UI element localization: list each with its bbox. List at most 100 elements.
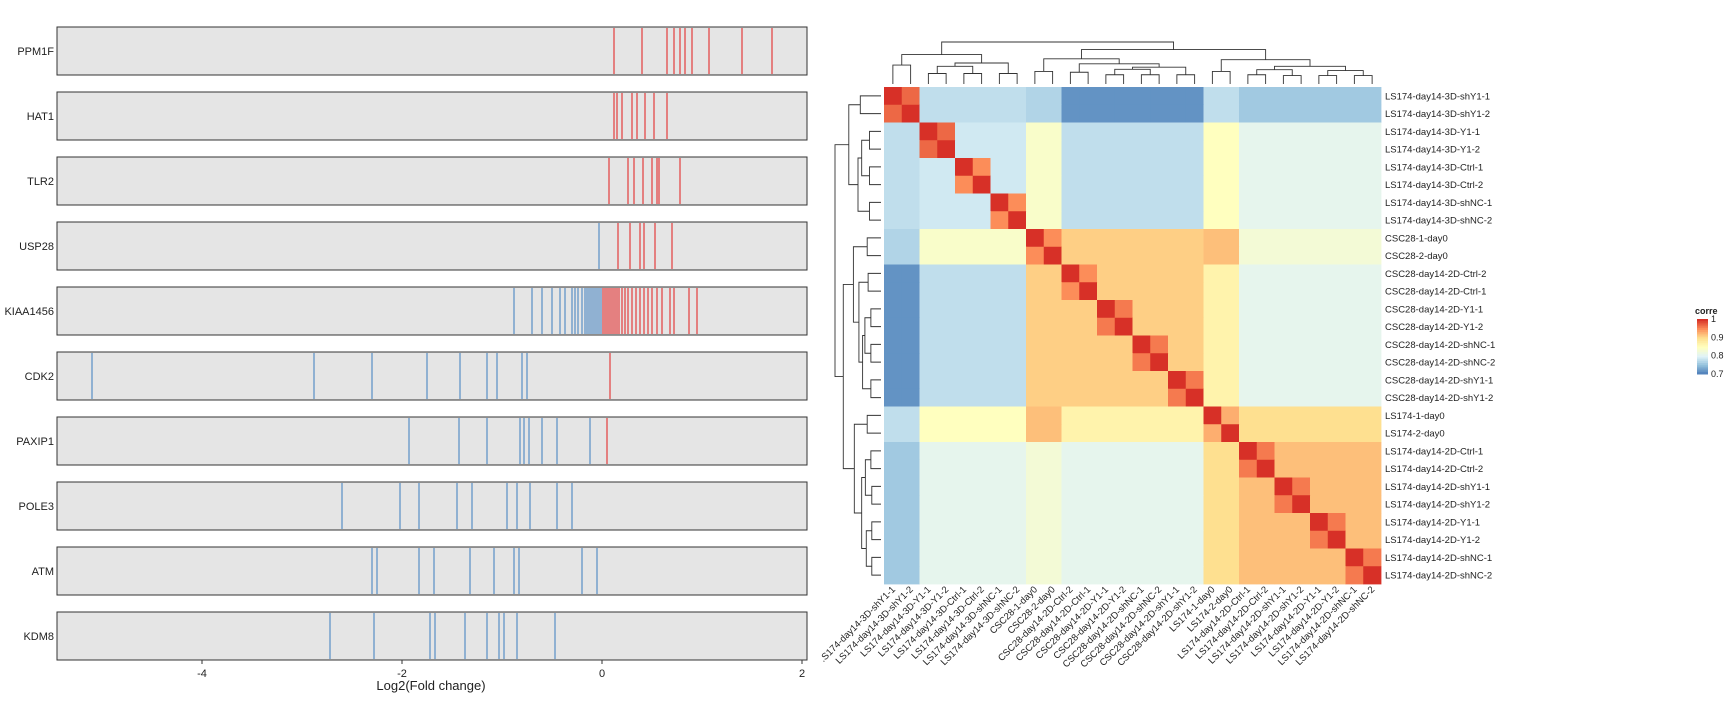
heatmap-cell	[901, 264, 920, 283]
heatmap-cell	[1203, 193, 1222, 212]
heatmap-cell	[1079, 566, 1098, 585]
heatmap-cell	[1185, 442, 1204, 461]
heatmap-cell	[1079, 193, 1098, 212]
heatmap-cell	[972, 371, 991, 390]
legend-swatch	[1697, 330, 1708, 333]
heatmap-cell	[1150, 388, 1169, 407]
dendrogram-link	[1318, 75, 1338, 84]
heatmap-cell	[1363, 87, 1382, 106]
heatmap-cell	[1150, 87, 1169, 106]
heatmap-cell	[1221, 371, 1240, 390]
heatmap-cell	[1026, 158, 1045, 177]
legend-title: corre	[1695, 306, 1718, 316]
heatmap-cell	[1114, 353, 1133, 372]
heatmap-cell	[1310, 477, 1329, 496]
heatmap-cell	[1008, 353, 1027, 372]
heatmap-cell	[1203, 459, 1222, 478]
heatmap-cell	[1026, 229, 1045, 248]
heatmap-cell	[1097, 495, 1116, 514]
heatmap-cell	[1274, 530, 1293, 549]
heatmap-cell	[1274, 193, 1293, 212]
heatmap-cell	[955, 193, 974, 212]
heatmap-cell	[1256, 282, 1275, 301]
heatmap-cell	[1185, 193, 1204, 212]
heatmap-cell	[919, 424, 938, 443]
row-label: LS174-1-day0	[1385, 411, 1445, 422]
heatmap-cell	[990, 317, 1009, 336]
heatmap-cell	[1114, 371, 1133, 390]
heatmap-cell	[1185, 158, 1204, 177]
heatmap-cell	[1203, 406, 1222, 425]
heatmap-cell	[972, 530, 991, 549]
dendrogram-link	[901, 54, 983, 66]
heatmap-cell	[1150, 300, 1169, 319]
heatmap-cell	[1132, 211, 1151, 230]
heatmap-cell	[919, 477, 938, 496]
heatmap-cell	[955, 566, 974, 585]
heatmap-cell	[1203, 229, 1222, 248]
dendrogram-link	[1034, 70, 1054, 84]
heatmap-cell	[1114, 513, 1133, 532]
heatmap-cell	[901, 300, 920, 319]
heatmap-cell	[990, 495, 1009, 514]
dendrogram-link	[870, 450, 881, 470]
heatmap-cell	[1168, 477, 1187, 496]
heatmap-cell	[1256, 371, 1275, 390]
heatmap-cell	[1221, 87, 1240, 106]
heatmap-cell	[1132, 317, 1151, 336]
heatmap-cell	[919, 193, 938, 212]
heatmap-cell	[884, 229, 903, 248]
heatmap-cell	[1097, 424, 1116, 443]
heatmap-cell	[1239, 477, 1258, 496]
heatmap-cell	[1274, 158, 1293, 177]
row-label: LS174-day14-3D-shNC-2	[1385, 216, 1492, 227]
row-label: LS174-day14-3D-shNC-1	[1385, 198, 1492, 209]
heatmap-cell	[919, 353, 938, 372]
legend-swatch	[1697, 370, 1708, 373]
heatmap-cell	[884, 459, 903, 478]
heatmap-cell	[1203, 282, 1222, 301]
heatmap-cell	[901, 158, 920, 177]
heatmap-cell	[937, 495, 956, 514]
dendrogram-link	[869, 166, 881, 186]
heatmap-cell	[1221, 513, 1240, 532]
heatmap-cell	[1061, 193, 1080, 212]
heatmap-cell	[1026, 495, 1045, 514]
heatmap-cell	[1345, 371, 1364, 390]
heatmap-cell	[1168, 140, 1187, 159]
heatmap-cell	[1345, 406, 1364, 425]
heatmap-cell	[1061, 104, 1080, 123]
heatmap-cell	[1008, 122, 1027, 141]
heatmap-cell	[919, 158, 938, 177]
heatmap-cell	[1203, 87, 1222, 106]
heatmap-cell	[1221, 211, 1240, 230]
heatmap-cell	[1097, 175, 1116, 194]
heatmap-cell	[937, 353, 956, 372]
heatmap-cell	[972, 477, 991, 496]
heatmap-cell	[1008, 317, 1027, 336]
heatmap-cell	[1327, 175, 1346, 194]
heatmap-cell	[1168, 193, 1187, 212]
heatmap-cell	[972, 87, 991, 106]
heatmap-cell	[1043, 406, 1062, 425]
legend-swatch	[1697, 357, 1708, 360]
heatmap-cell	[1097, 158, 1116, 177]
heatmap-cell	[990, 158, 1009, 177]
heatmap-cell	[1185, 264, 1204, 283]
dendrogram-link	[1105, 74, 1125, 84]
heatmap-cell	[1274, 548, 1293, 567]
heatmap-cell	[1256, 317, 1275, 336]
heatmap-cell	[1327, 459, 1346, 478]
x-tick-label: 2	[799, 668, 805, 680]
heatmap-cell	[1203, 548, 1222, 567]
heatmap-cell	[1168, 459, 1187, 478]
gene-panels: PPM1F HAT1 TLR2 USP28 KIAA1456 CDK2 PAXIP1 POLE…	[4, 26, 808, 661]
gene-label: TLR2	[27, 176, 54, 188]
heatmap-cell	[1292, 353, 1311, 372]
gene-panel: ATM	[32, 546, 808, 596]
heatmap-cell	[1043, 548, 1062, 567]
heatmap-cell	[1327, 158, 1346, 177]
heatmap-cell	[1292, 282, 1311, 301]
heatmap-cell	[937, 442, 956, 461]
heatmap-cell	[937, 317, 956, 336]
